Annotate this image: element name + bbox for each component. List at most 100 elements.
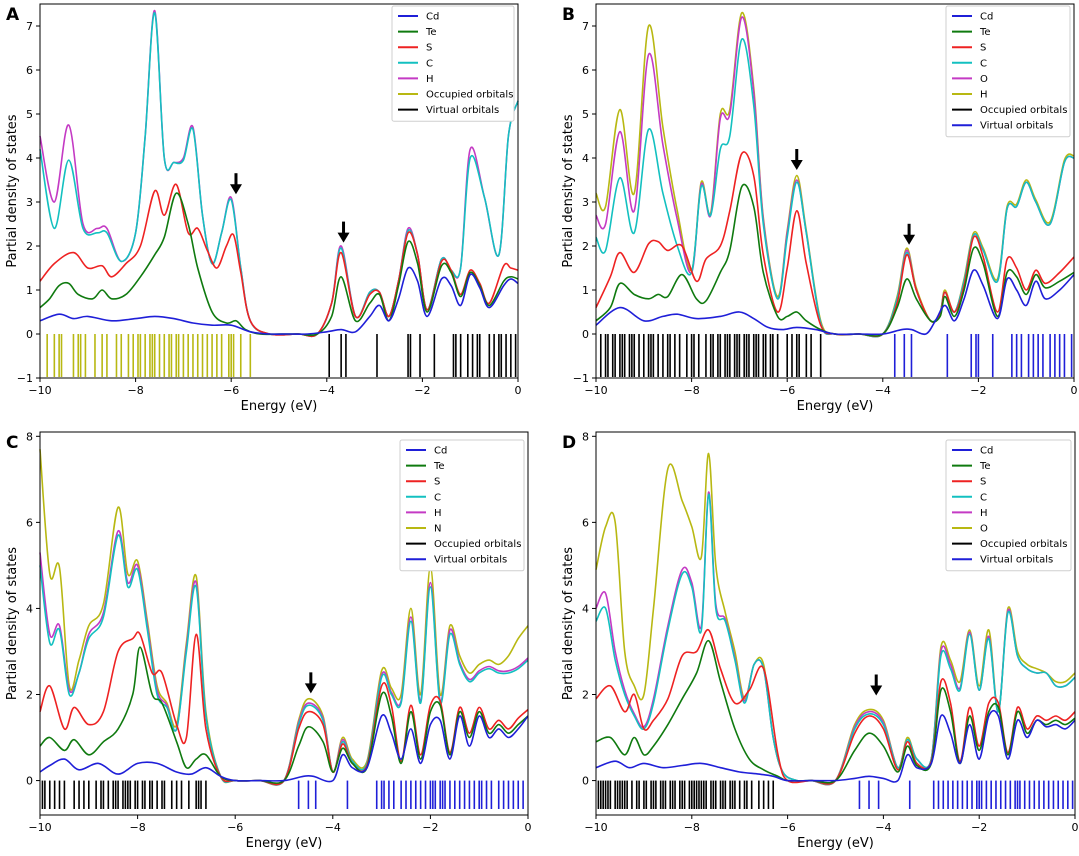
legend-box [945, 5, 1071, 138]
legend-label: Virtual orbitals [980, 555, 1053, 566]
y-tick-label: 4 [582, 602, 589, 615]
legend-label: Virtual orbitals [434, 555, 507, 566]
legend-label: C [980, 492, 987, 503]
legend-label: H [980, 90, 988, 101]
axes-frame [39, 431, 529, 816]
legend-label: C [434, 492, 441, 503]
legend-label: Virtual orbitals [426, 105, 499, 116]
virtual-orbital-bars [297, 780, 524, 809]
x-axis-label: Energy (eV) [797, 399, 874, 414]
x-tick-label: −2 [970, 384, 986, 397]
series-line-te [39, 646, 529, 784]
legend-label: S [980, 477, 986, 488]
x-tick-label: −10 [584, 384, 607, 397]
legend-label: O [980, 74, 988, 85]
x-tick-label: −2 [414, 384, 430, 397]
series-line-s [39, 183, 519, 338]
legend-label: Te [979, 27, 991, 38]
y-tick-label: −1 [573, 372, 589, 385]
y-tick-label: 8 [26, 430, 33, 443]
y-tick-label: 0 [582, 775, 589, 788]
virtual-orbital-bars [893, 334, 1073, 377]
series-line-cd [595, 269, 1075, 336]
legend-label: S [426, 43, 432, 54]
x-axis-label: Energy (eV) [797, 836, 874, 851]
y-tick-label: 2 [26, 689, 33, 702]
legend-label: N [434, 524, 441, 535]
arrow-head [903, 234, 916, 245]
x-tick-label: 0 [515, 384, 522, 397]
y-tick-label: 1 [582, 284, 589, 297]
y-tick-label: 2 [26, 240, 33, 253]
panel-c: C −10 −8 −6 −4 −2 0 0 2 4 6 8 Energy (eV) Partial den… [5, 430, 532, 851]
legend-box [399, 439, 525, 572]
y-tick-label: 2 [582, 689, 589, 702]
series-line-cd [39, 266, 519, 335]
x-tick-label: −6 [779, 821, 795, 834]
legend-label: C [426, 58, 433, 69]
x-tick-label: −2 [422, 821, 438, 834]
virtual-orbital-bars [858, 780, 1074, 809]
arrow-marker [337, 221, 350, 243]
y-tick-label: 4 [26, 602, 33, 615]
arrow-head [229, 184, 242, 195]
panel-label: C [6, 433, 18, 453]
arrow-marker [304, 672, 317, 694]
series-lines [595, 452, 1076, 786]
x-tick-label: −10 [28, 384, 51, 397]
arrow-head [337, 232, 350, 243]
series-lines [39, 9, 519, 338]
arrow-marker [903, 223, 916, 245]
axes-frame [39, 3, 519, 379]
legend-label: Te [425, 27, 437, 38]
panel-label: B [562, 5, 575, 25]
y-tick-label: 6 [582, 64, 589, 77]
y-tick-label: 5 [26, 108, 33, 121]
axes-frame [595, 431, 1076, 816]
occupied-orbital-bars [46, 334, 252, 377]
panel-d: D −10 −8 −6 −4 −2 0 0 2 4 6 8 Energy (eV) Partial den… [561, 430, 1079, 851]
legend-label: H [980, 508, 988, 519]
series-line-cd [39, 714, 529, 783]
series-line-te [595, 639, 1076, 784]
legend-label: H [426, 74, 434, 85]
y-tick-label: 0 [26, 328, 33, 341]
series-line-c [39, 534, 529, 786]
legend-label: Cd [980, 446, 993, 457]
legend-label: Cd [426, 12, 439, 23]
series-line-te [39, 192, 519, 337]
legend-label: Occupied orbitals [980, 105, 1067, 116]
legend-label: Te [433, 461, 445, 472]
y-tick-label: 5 [582, 108, 589, 121]
occupied-orbital-bars [41, 780, 207, 809]
virtual-orbital-bars [328, 334, 517, 377]
x-tick-label: −8 [683, 384, 699, 397]
series-line-n [39, 449, 529, 786]
arrow-marker [790, 149, 803, 170]
y-tick-label: 4 [582, 152, 589, 165]
y-axis-label: Partial density of states [5, 547, 20, 700]
y-tick-label: 8 [582, 430, 589, 443]
series-lines [595, 11, 1075, 338]
y-tick-label: 7 [582, 20, 589, 33]
legend-label: Cd [434, 446, 447, 457]
arrow-head [870, 685, 883, 696]
legend-label: Occupied orbitals [434, 539, 521, 550]
series-line-h [39, 530, 529, 786]
legend-label: Virtual orbitals [980, 121, 1053, 132]
x-tick-label: −8 [684, 821, 700, 834]
axes-frame [595, 3, 1075, 379]
legend-label: Cd [980, 12, 993, 23]
legend-label: O [980, 524, 988, 535]
y-tick-label: 3 [582, 196, 589, 209]
y-axis-label: Partial density of states [561, 547, 576, 700]
legend-box [945, 439, 1072, 572]
arrow-marker [870, 674, 883, 696]
y-axis-label: Partial density of states [5, 114, 20, 267]
legend-label: Occupied orbitals [426, 90, 513, 101]
legend-label: H [434, 508, 442, 519]
